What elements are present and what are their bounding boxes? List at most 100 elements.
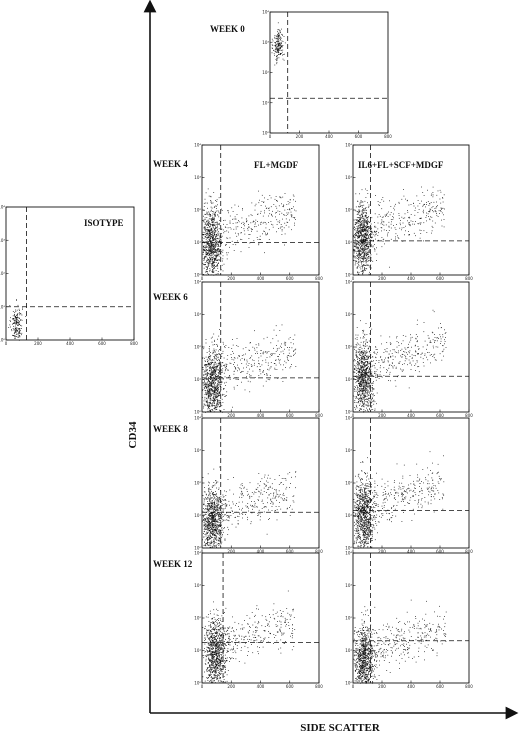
data-point	[363, 259, 364, 261]
data-point	[278, 35, 280, 37]
data-point	[363, 342, 364, 344]
data-point	[403, 363, 405, 365]
data-point	[278, 33, 279, 34]
data-point	[278, 57, 280, 59]
data-point	[362, 390, 364, 391]
data-point	[203, 260, 205, 261]
data-point	[214, 219, 215, 221]
data-point	[387, 235, 388, 237]
data-point	[209, 402, 210, 404]
x-tick-label: 400	[257, 413, 265, 418]
data-point	[210, 235, 212, 237]
data-point	[374, 371, 375, 373]
data-point	[210, 250, 212, 252]
data-point	[206, 247, 207, 248]
data-point	[253, 360, 255, 361]
data-point	[217, 365, 218, 367]
data-point	[203, 246, 204, 247]
data-point	[364, 370, 366, 372]
data-point	[217, 396, 219, 397]
data-point	[211, 203, 213, 204]
data-point	[365, 346, 367, 347]
y-tick-label: 10³	[262, 40, 269, 45]
data-point	[359, 237, 360, 239]
data-point	[214, 251, 216, 252]
data-point	[213, 227, 214, 229]
data-point	[209, 410, 210, 412]
data-point	[358, 399, 360, 401]
data-point	[369, 240, 371, 241]
data-point	[361, 385, 363, 387]
data-point	[363, 240, 365, 242]
data-point	[401, 227, 403, 229]
data-point	[208, 246, 210, 248]
data-point	[364, 240, 365, 242]
data-point	[354, 386, 356, 387]
data-point	[237, 370, 238, 372]
data-point	[208, 363, 210, 364]
data-point	[368, 375, 369, 377]
data-point	[210, 249, 212, 250]
data-point	[363, 379, 365, 381]
data-point	[204, 382, 206, 384]
data-point	[219, 242, 221, 244]
data-point	[432, 220, 434, 222]
data-point	[388, 380, 389, 381]
data-point	[366, 345, 368, 347]
x-tick-label: 800	[384, 134, 392, 139]
data-point	[279, 359, 281, 361]
data-point	[238, 368, 240, 369]
data-point	[358, 206, 360, 208]
data-point	[357, 232, 359, 234]
data-point	[235, 222, 237, 224]
data-point	[403, 369, 404, 371]
data-point	[358, 363, 360, 365]
data-point	[15, 316, 16, 318]
data-point	[365, 215, 367, 217]
data-point	[250, 375, 252, 377]
data-point	[214, 231, 216, 233]
data-point	[382, 216, 384, 218]
data-point	[204, 389, 206, 391]
data-point	[361, 383, 363, 385]
data-point	[210, 367, 211, 368]
data-point	[211, 251, 213, 253]
data-point	[217, 265, 219, 267]
data-point	[293, 195, 295, 197]
data-point	[358, 243, 360, 245]
data-point	[427, 359, 429, 361]
data-point	[430, 216, 431, 218]
data-point	[215, 212, 216, 214]
data-point	[398, 202, 400, 204]
data-point	[12, 318, 14, 319]
data-point	[216, 403, 217, 405]
data-point	[367, 221, 368, 223]
data-point	[381, 222, 383, 224]
data-point	[238, 220, 239, 221]
data-point	[265, 232, 266, 234]
data-point	[202, 389, 204, 391]
data-point	[260, 210, 262, 212]
data-point	[289, 367, 291, 369]
data-point	[207, 221, 209, 223]
data-point	[393, 349, 395, 351]
data-point	[213, 401, 215, 403]
data-point	[205, 391, 207, 393]
data-point	[385, 215, 386, 217]
data-point	[357, 380, 359, 382]
data-point	[363, 411, 364, 412]
data-point	[414, 345, 416, 347]
data-point	[295, 210, 297, 212]
data-point	[206, 402, 208, 403]
data-point	[424, 340, 426, 342]
data-point	[355, 233, 357, 235]
data-point	[362, 272, 364, 274]
data-point	[225, 244, 227, 245]
data-point	[277, 30, 278, 32]
data-point	[369, 394, 371, 396]
data-point	[15, 309, 16, 311]
data-point	[279, 330, 281, 331]
data-point	[286, 212, 288, 214]
data-point	[282, 369, 284, 371]
data-point	[222, 270, 224, 272]
